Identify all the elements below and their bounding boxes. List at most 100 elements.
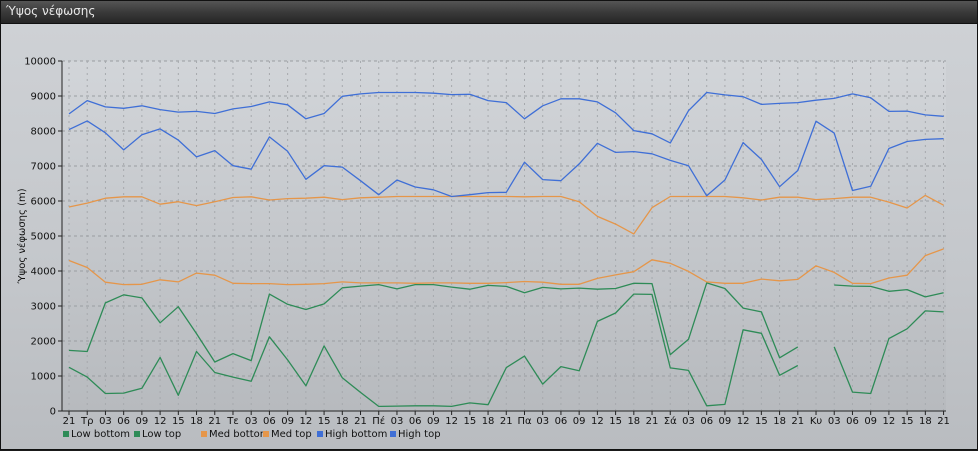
y-tick-label: 7000 [31,162,56,173]
legend: Low bottom Low top Med bottom Med top High b… [63,429,441,440]
x-tick-label: 06 [117,416,130,427]
legend-swatch [63,431,69,437]
x-tick-label: 15 [318,416,331,427]
x-tick-label: Σά [664,415,677,427]
x-axis-ticks: 21 Τρ 03 06 09 12 15 18 21 Τε 03 06 09 12 15 18 21 Πέ 03 06… [63,411,950,427]
grid-lines [62,60,946,411]
y-tick-label: 9000 [31,92,56,103]
x-tick-label: Τρ [80,416,93,427]
x-tick-label: 21 [937,416,950,427]
x-tick-label: 03 [828,416,841,427]
y-tick-label: 5000 [31,232,56,243]
x-tick-label: 12 [299,416,312,427]
series-med-bottom [68,248,944,286]
x-tick-label: 18 [627,416,640,427]
window-title: Ύψος νέφωσης [6,4,96,18]
x-tick-label: 21 [354,416,367,427]
legend-item-low-bottom: Low bottom [63,429,130,440]
series-line-med-bottom [68,248,944,286]
x-tick-label: 03 [536,416,549,427]
legend-item-med-bottom: Med bottom [201,429,269,440]
series-med-top [68,194,944,235]
series-line-low-top [68,282,799,363]
series-line-low-bottom [68,293,799,408]
x-tick-label: 03 [245,416,258,427]
series-high-top [68,91,944,144]
x-tick-label: 06 [555,416,568,427]
legend-item-low-top: Low top [134,429,181,440]
x-tick-label: 03 [99,416,112,427]
x-tick-label: Τε [226,416,239,427]
x-tick-label: 06 [846,416,859,427]
x-tick-label: Πα [517,416,532,427]
legend-label: Med bottom [209,429,269,440]
legend-item-high-top: High top [390,429,441,440]
y-axis-title: Ύψος νέφωσης (m) [16,188,28,284]
series-line-med-top [68,194,944,235]
x-tick-label: 18 [190,416,203,427]
series-line-high-bottom [68,120,944,198]
x-tick-label: 15 [755,416,768,427]
x-tick-label: 21 [791,416,804,427]
y-axis-ticks: 0 1000 2000 3000 4000 5000 6000 7000 8000 9000 100… [24,57,62,418]
legend-swatch [134,431,140,437]
legend-label: High bottom [325,429,387,440]
y-tick-label: 10000 [24,57,56,68]
legend-item-med-top: Med top [263,429,312,440]
x-tick-label: 18 [773,416,786,427]
legend-swatch [390,431,396,437]
y-tick-label: 6000 [31,197,56,208]
y-tick-label: 0 [50,407,56,418]
series-line-low-bottom [833,310,944,395]
x-tick-label: Πέ [372,415,385,427]
x-tick-label: 18 [482,416,495,427]
x-tick-label: Κυ [810,416,823,427]
x-tick-label: 21 [208,416,221,427]
x-tick-label: 09 [719,416,732,427]
y-tick-label: 2000 [31,337,56,348]
y-tick-label: 4000 [31,267,56,278]
x-tick-label: 15 [609,416,622,427]
legend-label: Low top [142,429,181,440]
x-tick-label: 21 [63,416,76,427]
x-tick-label: 09 [427,416,440,427]
series-low-bottom [68,293,944,408]
x-tick-label: 09 [136,416,149,427]
x-tick-label: 09 [864,416,877,427]
x-tick-label: 15 [901,416,914,427]
legend-swatch [317,431,323,437]
x-tick-label: 12 [445,416,458,427]
y-tick-label: 8000 [31,127,56,138]
x-tick-label: 18 [336,416,349,427]
legend-label: Low bottom [71,429,130,440]
series-line-low-top [834,284,944,298]
legend-label: Med top [271,429,312,440]
x-tick-label: 06 [700,416,713,427]
title-bar: Ύψος νέφωσης [1,1,977,24]
series-high-bottom [68,120,944,198]
x-tick-label: 09 [573,416,586,427]
x-tick-label: 06 [409,416,422,427]
x-tick-label: 21 [646,416,659,427]
series-lines [68,91,944,408]
x-tick-label: 12 [154,416,167,427]
legend-item-high-bottom: High bottom [317,429,387,440]
series-low-top [68,282,944,363]
x-tick-label: 12 [737,416,750,427]
x-tick-label: 03 [391,416,404,427]
series-line-high-top [68,91,944,144]
y-tick-label: 1000 [31,372,56,383]
x-tick-label: 21 [500,416,513,427]
y-tick-label: 3000 [31,302,56,313]
x-tick-label: 15 [463,416,476,427]
legend-swatch [201,431,207,437]
x-tick-label: 09 [281,416,294,427]
legend-label: High top [398,429,441,440]
x-tick-label: 06 [263,416,276,427]
legend-swatch [263,431,269,437]
x-tick-label: 12 [591,416,604,427]
x-tick-label: 15 [172,416,185,427]
x-tick-label: 18 [919,416,932,427]
